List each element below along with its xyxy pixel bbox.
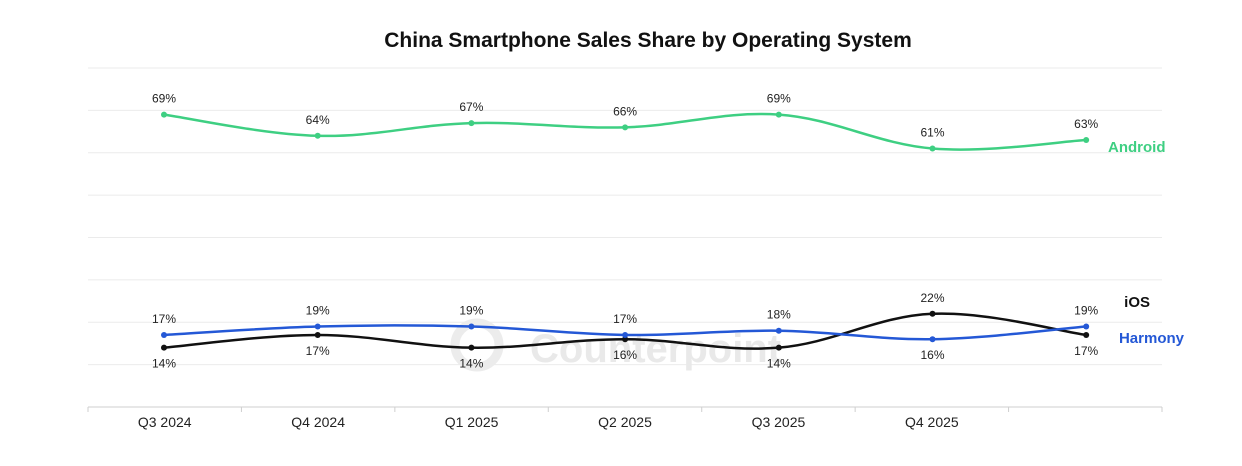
android-data-label: 69% — [152, 92, 176, 106]
x-tick-label: Q4 2025 — [905, 414, 959, 430]
harmony-point — [161, 331, 167, 338]
harmony-series-label: Harmony — [1119, 330, 1185, 347]
harmony-point — [1083, 323, 1090, 330]
android-series-label: Android — [1108, 139, 1166, 156]
harmony-point — [775, 327, 782, 334]
ios-data-label: 16% — [613, 348, 637, 362]
series-group: 69% 64% 67% 66% 69% 61% 63% Android 14% 17% 14% 16%… — [152, 92, 1185, 371]
ios-data-label: 17% — [306, 344, 330, 358]
harmony-data-label: 17% — [613, 312, 637, 326]
ios-point — [622, 336, 629, 343]
android-point — [929, 145, 936, 152]
series-ios: 14% 17% 14% 16% 14% 22% 17% iOS — [152, 291, 1150, 371]
android-data-label: 64% — [306, 113, 330, 127]
harmony-data-label: 19% — [459, 303, 483, 317]
ios-point — [929, 310, 936, 317]
ios-point — [1083, 331, 1090, 338]
x-tick-label: Q3 2024 — [138, 414, 192, 430]
android-data-label: 69% — [767, 92, 791, 106]
harmony-point — [468, 323, 475, 330]
ios-point — [468, 344, 475, 351]
harmony-data-label: 16% — [920, 348, 944, 362]
harmony-data-label: 18% — [767, 308, 791, 322]
ios-data-label: 14% — [767, 357, 791, 371]
android-data-label: 66% — [613, 104, 637, 118]
harmony-point — [314, 323, 321, 330]
ios-data-label: 14% — [459, 357, 483, 371]
android-point — [775, 111, 782, 118]
series-harmony: 17% 19% 19% 17% 18% 16% 19% Harmony — [152, 303, 1185, 362]
x-tick-label: Q4 2024 — [291, 414, 345, 430]
android-point — [468, 120, 475, 127]
series-android: 69% 64% 67% 66% 69% 61% 63% Android — [152, 92, 1166, 156]
ios-point — [314, 331, 321, 338]
android-data-label: 61% — [920, 126, 944, 140]
x-tick-label: Q1 2025 — [445, 414, 499, 430]
android-point — [161, 111, 167, 118]
android-point — [1083, 137, 1090, 144]
watermark-logo-icon — [450, 318, 504, 372]
android-data-label: 67% — [459, 100, 483, 114]
x-tick-label: Q3 2025 — [752, 414, 806, 430]
ios-data-label: 22% — [920, 291, 944, 305]
harmony-point — [929, 336, 936, 343]
chart-title: China Smartphone Sales Share by Operatin… — [384, 29, 912, 52]
grid-lines — [88, 67, 1162, 366]
x-tick-label: Q2 2025 — [598, 414, 652, 430]
ios-point — [775, 344, 782, 351]
ios-series-label: iOS — [1124, 294, 1150, 311]
harmony-data-label: 19% — [1074, 303, 1098, 317]
harmony-point — [622, 331, 629, 338]
harmony-data-label: 19% — [306, 303, 330, 317]
x-axis: Q3 2024 Q4 2024 Q1 2025 Q2 2025 Q3 2025 Q4 20… — [87, 406, 1163, 430]
ios-data-label: 17% — [1074, 344, 1098, 358]
harmony-data-label: 17% — [152, 312, 176, 326]
ios-point — [161, 344, 167, 351]
android-data-label: 63% — [1074, 117, 1098, 131]
android-point — [314, 132, 321, 139]
ios-data-label: 14% — [152, 357, 176, 371]
android-point — [622, 124, 629, 131]
